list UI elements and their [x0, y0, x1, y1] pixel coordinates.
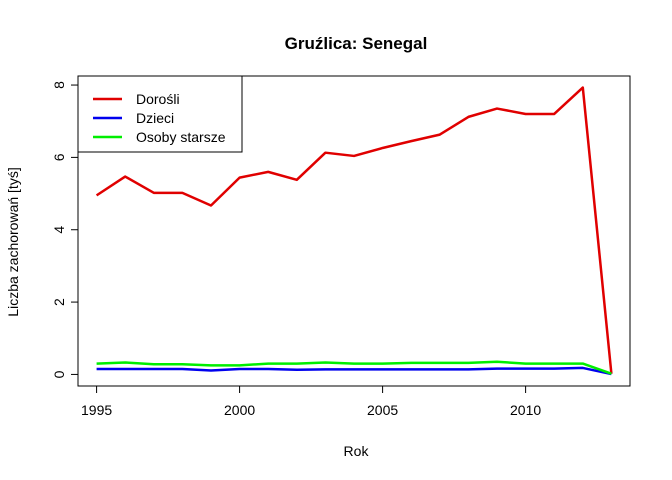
- chart-title: Gruźlica: Senegal: [285, 34, 428, 53]
- y-tick-label: 4: [51, 226, 67, 234]
- series-line-1: [95, 86, 613, 374]
- x-tick-label: 2000: [224, 402, 255, 418]
- y-tick-label: 8: [51, 81, 67, 89]
- x-tick-label: 2005: [367, 402, 398, 418]
- series-layer: [95, 86, 613, 376]
- y-tick-label: 6: [51, 153, 67, 161]
- legend: Dorośli Dzieci Osoby starsze: [77, 75, 243, 153]
- legend-label: Dorośli: [136, 91, 180, 107]
- y-axis: 0 2 4 6 8: [51, 81, 78, 378]
- plot-box: [77, 75, 631, 387]
- x-axis-label: Rok: [344, 443, 370, 459]
- x-tick-label: 2010: [510, 402, 541, 418]
- y-axis-label: Liczba zachorowań [tyś]: [5, 167, 21, 316]
- y-tick-label: 2: [51, 298, 67, 306]
- legend-label: Osoby starsze: [136, 129, 226, 145]
- series-line-2: [96, 366, 612, 376]
- legend-box: [77, 75, 243, 153]
- series-line-3: [96, 360, 612, 375]
- y-tick-label: 0: [51, 370, 67, 378]
- legend-label: Dzieci: [136, 110, 174, 126]
- x-tick-label: 1995: [81, 402, 112, 418]
